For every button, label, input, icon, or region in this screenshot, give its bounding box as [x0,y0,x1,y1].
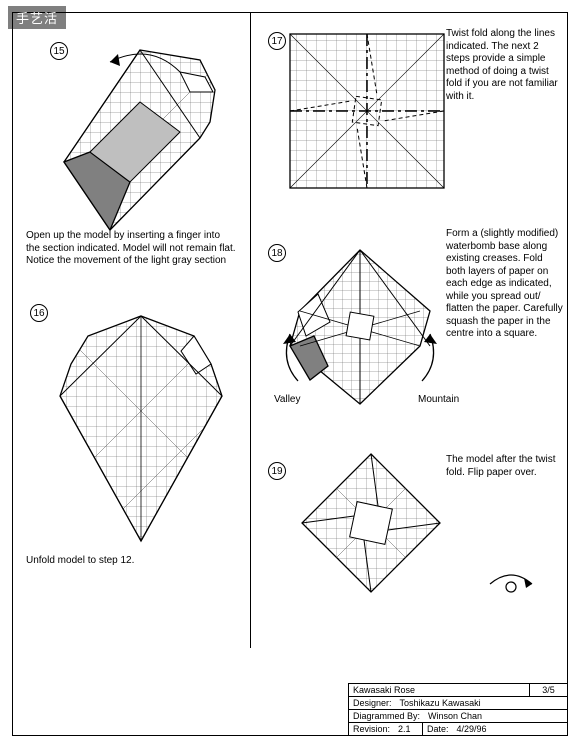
step-16-diagram [46,306,236,546]
step-15-diagram [50,42,240,232]
diagrammed-value: Winson Chan [424,710,567,722]
revision-label: Revision: [349,723,394,735]
page-number: 3/5 [529,684,567,696]
info-title-row: Kawasaki Rose 3/5 [349,684,567,697]
info-designer-row: Designer: Toshikazu Kawasaki [349,697,567,710]
info-diagrammer-row: Diagrammed By: Winson Chan [349,710,567,723]
vertical-divider [250,12,251,648]
date-label: Date: [422,723,453,735]
designer-value: Toshikazu Kawasaki [396,697,567,709]
watermark-badge: 手艺活 [8,6,66,29]
info-revision-row: Revision: 2.1 Date: 4/29/96 [349,723,567,735]
diagrammed-label: Diagrammed By: [349,710,424,722]
step-17-number: 17 [268,32,286,50]
valley-label: Valley [274,394,301,405]
step-19-caption: The model after the twist fold. Flip pap… [446,454,564,479]
model-title: Kawasaki Rose [349,684,529,696]
revision-value: 2.1 [394,723,422,735]
flip-over-icon [486,570,536,598]
step-17-diagram [286,30,448,192]
step-17-caption: Twist fold along the lines indicated. Th… [446,28,564,103]
step-16-caption: Unfold model to step 12. [26,555,226,568]
step-18-caption: Form a (slightly modified) waterbomb bas… [446,228,564,341]
step-19-diagram [296,448,446,598]
step-15-caption: Open up the model by inserting a finger … [26,230,236,268]
mountain-label: Mountain [418,394,459,405]
step-19-number: 19 [268,462,286,480]
date-value: 4/29/96 [453,723,567,735]
step-18-diagram [270,236,450,416]
info-box: Kawasaki Rose 3/5 Designer: Toshikazu Ka… [348,683,568,736]
designer-label: Designer: [349,697,396,709]
